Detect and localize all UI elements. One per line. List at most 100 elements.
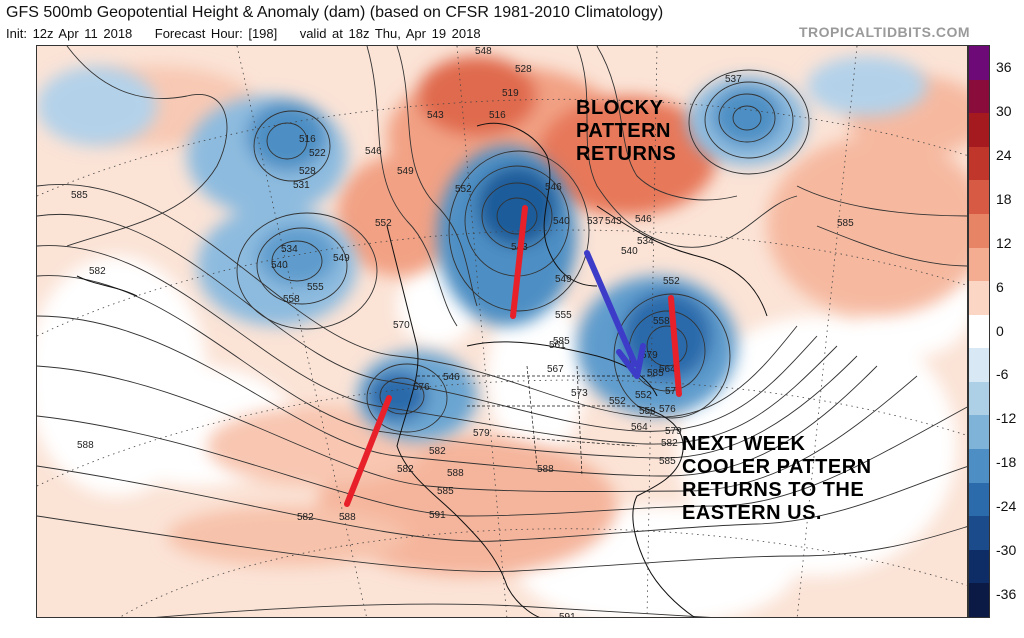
contour-label: 582 [397, 464, 414, 475]
contour-label: 558 [639, 406, 656, 417]
init-time: Init: 12z Apr 11 2018 [6, 26, 133, 41]
contour-label: 585 [71, 190, 88, 201]
contour-label: 534 [637, 236, 654, 247]
contour-label: 528 [299, 166, 316, 177]
contour-label: 552 [635, 390, 652, 401]
contour-label: 588 [77, 440, 94, 451]
colorbar-segment [969, 213, 989, 249]
contour-label: 588 [537, 464, 554, 475]
contour-label: 540 [271, 260, 288, 271]
contour-label: 564 [659, 364, 676, 375]
trough-lines [344, 205, 682, 507]
cool-anomalies [37, 56, 927, 441]
contour-label: 579 [665, 426, 682, 437]
contour-label: 552 [375, 218, 392, 229]
contour-label: 537 [587, 216, 604, 227]
contour-label: 516 [489, 110, 506, 121]
contour-label: 573 [571, 388, 588, 399]
contour-label: 588 [339, 512, 356, 523]
contour-label: 546 [443, 372, 460, 383]
anomaly-map: 5485285195165435375165225285315855825345… [37, 46, 967, 618]
contour-label: 585 [647, 368, 664, 379]
coastlines [76, 122, 768, 617]
contour-label: 546 [545, 182, 562, 193]
contour-label: 585 [437, 486, 454, 497]
contour-label: 576 [413, 382, 430, 393]
colorbar-segment [969, 415, 989, 450]
colorbar-tick-label: -12 [996, 410, 1017, 427]
colorbar-tick-label: 36 [996, 58, 1012, 75]
trough-line-west [344, 395, 392, 507]
colorbar-segment [969, 79, 989, 114]
colorbar-tick-label: -18 [996, 454, 1017, 471]
contour-label: 540 [621, 246, 638, 257]
map-panel: 548 528 519 516 543 537 516 522 528 531 585 582 534 5… [36, 45, 968, 618]
contour-label: 570 [393, 320, 410, 331]
contour-label: 582 [429, 446, 446, 457]
contour-labels: 5485285195165435375165225285315855825345… [71, 46, 854, 618]
contour-label: 543 [427, 110, 444, 121]
colorbar-tick-label: 12 [996, 234, 1012, 251]
colorbar-tick-label: 18 [996, 190, 1012, 207]
contour-label: 582 [661, 438, 678, 449]
forecast-info: Init: 12z Apr 11 2018 Forecast Hour: [19… [6, 26, 481, 41]
colorbar-segment [969, 583, 989, 618]
colorbar-segment [969, 180, 989, 215]
site-credit: TROPICALTIDBITS.COM [798, 24, 970, 40]
contour-label: 537 [725, 74, 742, 85]
contour-label: 549 [397, 166, 414, 177]
contour-label: 546 [365, 146, 382, 157]
colorbar-tick-label: -36 [996, 586, 1017, 603]
contour-label: 579 [641, 350, 658, 361]
contour-label: 555 [555, 310, 572, 321]
colorbar-segment [969, 449, 989, 484]
contour-label: 522 [309, 148, 326, 159]
graticule [37, 46, 967, 617]
contour-label: 548 [475, 46, 492, 57]
colorbar-segment [969, 381, 989, 416]
contour-label: 540 [553, 216, 570, 227]
colorbar-tick-label: 6 [996, 278, 1004, 295]
contour-label: 546 [635, 214, 652, 225]
contour-label: 549 [333, 253, 350, 264]
contour-label: 516 [299, 134, 316, 145]
contour-label: 519 [502, 88, 519, 99]
contour-label: 558 [653, 316, 670, 327]
colorbar-tick-label: 30 [996, 102, 1012, 119]
contour-label: 558 [283, 294, 300, 305]
contour-label: 549 [555, 274, 572, 285]
chart-title: GFS 500mb Geopotential Height & Anomaly … [6, 4, 664, 21]
contour-label: 591 [559, 612, 576, 618]
colorbar-segment [969, 549, 989, 584]
colorbar-tick-label: 24 [996, 146, 1012, 163]
flow-arrow [584, 250, 638, 367]
colorbar [968, 45, 990, 618]
contour-label: 564 [631, 422, 648, 433]
contour-label: 585 [553, 336, 570, 347]
contour-label: 543 [605, 216, 622, 227]
trough-line-east [668, 295, 682, 397]
contour-label: 585 [659, 456, 676, 467]
contour-label: 567 [547, 364, 564, 375]
colorbar-segment [969, 482, 989, 517]
contour-label: 582 [297, 512, 314, 523]
colorbar-segment [969, 113, 989, 148]
flow-arrow-head [616, 343, 646, 379]
trough-line-canada [510, 205, 528, 319]
blocky-pattern-note: BLOCKY PATTERN RETURNS [576, 97, 677, 165]
contour-label: 552 [609, 396, 626, 407]
colorbar-segment [969, 348, 989, 383]
contour-label: 585 [837, 218, 854, 229]
colorbar-tick-label: 0 [996, 322, 1004, 339]
contour-label: 561 [549, 340, 566, 351]
colorbar-segment [969, 46, 989, 81]
cooler-pattern-note: NEXT WEEK COOLER PATTERN RETURNS TO THE … [682, 433, 872, 524]
contour-label: 555 [307, 282, 324, 293]
colorbar-segment [969, 281, 989, 316]
contour-label: 531 [293, 180, 310, 191]
colorbar-tick-label: -6 [996, 366, 1009, 383]
contour-label: 588 [447, 468, 464, 479]
contour-label: 528 [515, 64, 532, 75]
contour-label: 579 [473, 428, 490, 439]
contour-label: 591 [429, 510, 446, 521]
